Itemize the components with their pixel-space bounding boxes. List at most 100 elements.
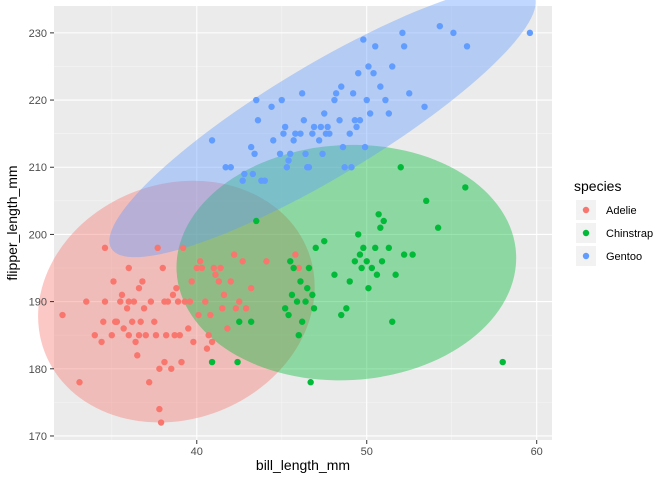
point-chinstrap (351, 258, 359, 265)
point-chinstrap (285, 311, 292, 319)
point-gentoo (251, 150, 258, 158)
legend: species Adelie Chinstrap Gentoo (574, 178, 653, 266)
point-gentoo (421, 103, 428, 110)
point-adelie (203, 345, 211, 352)
point-gentoo (360, 36, 367, 43)
point-gentoo (370, 69, 377, 77)
point-chinstrap (356, 251, 364, 258)
point-gentoo (377, 83, 384, 90)
point-adelie (137, 318, 144, 325)
point-gentoo (338, 83, 345, 90)
point-adelie (161, 358, 168, 366)
point-adelie (215, 278, 223, 285)
point-gentoo (389, 63, 396, 70)
legend-marker-chinstrap (582, 229, 590, 237)
point-gentoo (268, 103, 275, 110)
point-adelie (232, 305, 240, 312)
point-gentoo (406, 90, 413, 97)
point-chinstrap (400, 251, 408, 258)
point-gentoo (261, 177, 268, 184)
point-gentoo (300, 117, 308, 124)
point-adelie (173, 284, 180, 292)
point-adelie (135, 284, 143, 292)
point-chinstrap (253, 217, 260, 225)
point-adelie (186, 298, 194, 305)
point-chinstrap (355, 231, 362, 238)
point-chinstrap (287, 258, 294, 265)
point-adelie (128, 318, 136, 325)
point-gentoo (281, 123, 289, 131)
point-chinstrap (208, 358, 216, 366)
point-gentoo (247, 143, 255, 151)
y-tick-label: 200 (29, 229, 47, 241)
point-gentoo (253, 96, 260, 104)
point-chinstrap (247, 318, 255, 325)
point-adelie (101, 298, 109, 305)
point-gentoo (353, 123, 360, 131)
plot-panel (54, 6, 552, 440)
ellipse-chinstrap (176, 144, 517, 381)
point-adelie (171, 331, 178, 339)
point-adelie (156, 365, 163, 372)
point-adelie (292, 251, 299, 258)
x-tick-label: 60 (531, 446, 543, 458)
point-chinstrap (372, 244, 379, 252)
point-adelie (125, 298, 132, 305)
x-axis: 40 50 60 (191, 440, 543, 458)
point-adelie (205, 331, 212, 339)
y-tick-label: 220 (29, 95, 47, 107)
point-gentoo (361, 143, 369, 151)
point-gentoo (297, 130, 304, 137)
point-chinstrap (375, 211, 382, 218)
point-adelie (220, 291, 228, 299)
point-gentoo (372, 43, 379, 50)
x-tick-label: 50 (361, 446, 373, 458)
point-adelie (195, 311, 202, 319)
point-adelie (210, 264, 217, 272)
point-adelie (227, 278, 234, 285)
point-chinstrap (378, 258, 386, 265)
legend-title: species (574, 178, 621, 194)
point-adelie (219, 305, 226, 312)
y-tick-label: 170 (29, 431, 47, 443)
point-gentoo (450, 29, 457, 37)
point-gentoo (436, 22, 444, 30)
y-tick-label: 230 (29, 28, 47, 40)
point-gentoo (285, 157, 292, 164)
legend-label-chinstrap: Chinstrap (606, 228, 653, 240)
point-adelie (188, 278, 195, 285)
point-adelie (135, 331, 143, 339)
point-adelie (174, 298, 182, 305)
point-adelie (176, 331, 183, 339)
point-chinstrap (346, 278, 353, 285)
point-gentoo (317, 123, 325, 131)
point-gentoo (276, 150, 284, 158)
point-gentoo (298, 90, 306, 97)
point-adelie (76, 379, 83, 386)
point-adelie (147, 298, 155, 305)
point-gentoo (382, 96, 389, 104)
point-gentoo (319, 150, 326, 158)
legend-marker-gentoo (582, 252, 590, 260)
point-gentoo (346, 130, 353, 137)
point-adelie (123, 305, 131, 312)
point-adelie (168, 365, 175, 372)
x-tick-label: 40 (191, 446, 203, 458)
point-chinstrap (312, 244, 319, 252)
legend-label-gentoo: Gentoo (606, 251, 642, 263)
point-gentoo (332, 90, 340, 97)
point-gentoo (280, 130, 287, 137)
point-gentoo (310, 123, 318, 131)
point-gentoo (227, 164, 234, 171)
point-adelie (118, 291, 126, 299)
point-adelie (207, 311, 214, 319)
point-chinstrap (309, 291, 316, 299)
point-chinstrap (293, 298, 301, 305)
point-gentoo (239, 177, 246, 184)
point-adelie (212, 271, 219, 278)
y-axis-title: flipper_length_mm (4, 165, 20, 280)
point-gentoo (222, 164, 229, 171)
point-chinstrap (360, 244, 367, 252)
point-chinstrap (281, 305, 289, 312)
